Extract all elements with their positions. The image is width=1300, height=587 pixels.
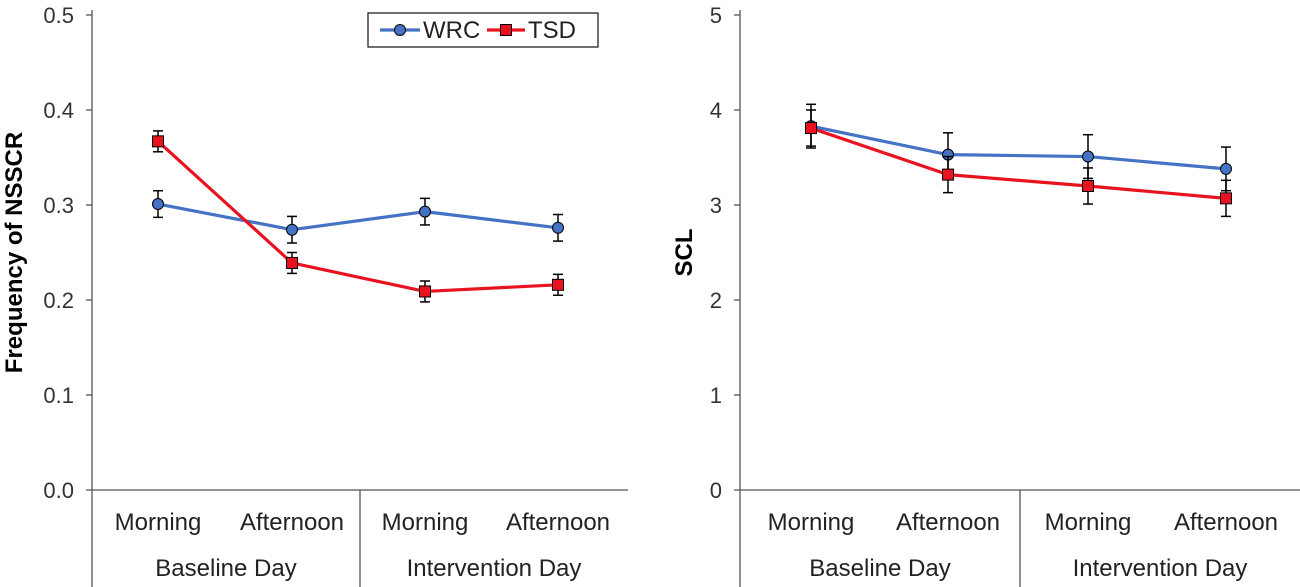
legend-label: TSD xyxy=(528,17,576,44)
data-point xyxy=(152,135,164,148)
x-category-label: Afternoon xyxy=(896,509,1000,536)
legend-marker xyxy=(394,24,406,36)
y-tick-label: 0.2 xyxy=(43,288,74,313)
data-point xyxy=(286,223,298,236)
y-tick-label: 0.0 xyxy=(43,478,74,503)
chart-panel-1: 0.0 0.1 0.2 0.3 0.4 0.5 Frequency of NSSCR Morn… xyxy=(1,3,628,587)
data-point xyxy=(552,278,564,291)
chart-panel-2: 0 1 2 3 4 5 SCL Morning Afternoon Morning Afternoo… xyxy=(671,3,1300,587)
series-wrc xyxy=(152,190,564,244)
y-tick-label: 3 xyxy=(710,193,722,218)
y-tick-label: 0.3 xyxy=(43,193,74,218)
y-tick-label: 2 xyxy=(710,288,722,313)
data-point xyxy=(942,168,954,181)
data-point xyxy=(419,285,431,298)
series-line xyxy=(810,126,1227,200)
series-line xyxy=(157,202,559,232)
x-group-label: Baseline Day xyxy=(809,555,950,582)
series-tsd xyxy=(805,109,1232,218)
x-category-label: Afternoon xyxy=(1174,509,1278,536)
x-group-label: Intervention Day xyxy=(1073,555,1248,582)
data-point xyxy=(286,256,298,269)
series-line xyxy=(156,140,559,294)
data-point xyxy=(419,205,431,218)
y-axis-title: Frequency of NSSCR xyxy=(1,132,28,373)
data-point xyxy=(805,122,817,135)
legend: WRC TSD xyxy=(367,12,599,48)
y-tick-label: 0.5 xyxy=(43,3,74,28)
x-group-label: Intervention Day xyxy=(407,555,582,582)
x-category-label: Afternoon xyxy=(240,509,344,536)
data-point xyxy=(1220,192,1232,205)
y-tick-label: 0.4 xyxy=(43,98,74,123)
y-tick-label: 5 xyxy=(710,3,722,28)
data-point xyxy=(152,198,164,211)
legend-label: WRC xyxy=(423,17,480,44)
y-axis-title: SCL xyxy=(671,229,698,277)
y-tick-label: 0.1 xyxy=(43,383,74,408)
x-category-label: Morning xyxy=(1045,509,1132,536)
series-line xyxy=(810,124,1227,171)
y-tick-label: 4 xyxy=(710,98,722,123)
legend-marker xyxy=(500,24,512,36)
x-category-label: Morning xyxy=(768,509,855,536)
y-tick-label: 0 xyxy=(710,478,722,503)
data-point xyxy=(1082,150,1094,163)
x-category-label: Afternoon xyxy=(506,509,610,536)
series-tsd xyxy=(152,130,564,303)
data-point xyxy=(1220,162,1232,175)
x-category-label: Morning xyxy=(382,509,469,536)
x-group-label: Baseline Day xyxy=(155,555,296,582)
data-point xyxy=(1082,180,1094,192)
x-category-label: Morning xyxy=(115,509,202,536)
y-tick-label: 1 xyxy=(710,383,722,408)
data-point xyxy=(552,221,564,234)
